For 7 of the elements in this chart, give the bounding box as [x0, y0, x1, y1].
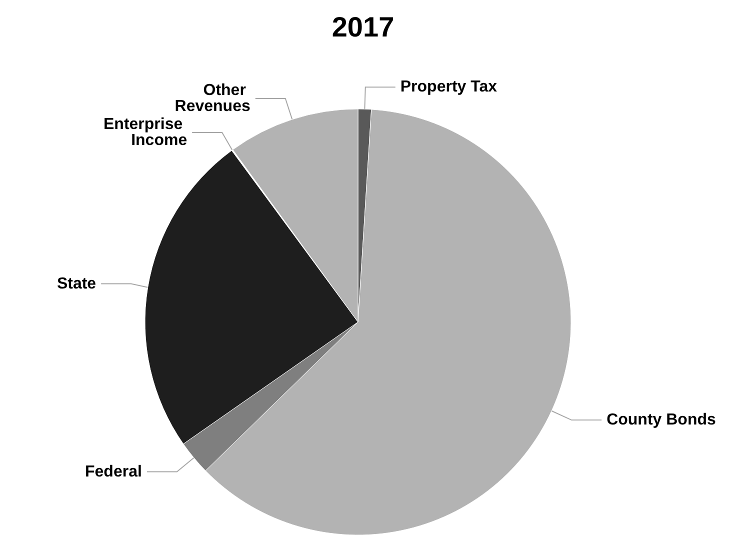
slice-label: Other Revenues — [174, 82, 250, 115]
slice-label: County Bonds — [606, 412, 716, 429]
slice-label: Federal — [85, 463, 142, 480]
slice-label: Property Tax — [400, 78, 498, 96]
slice-label: State — [56, 275, 96, 292]
slice-label: Enterprise Income — [103, 116, 188, 149]
chart-title: 2017 — [332, 12, 394, 42]
